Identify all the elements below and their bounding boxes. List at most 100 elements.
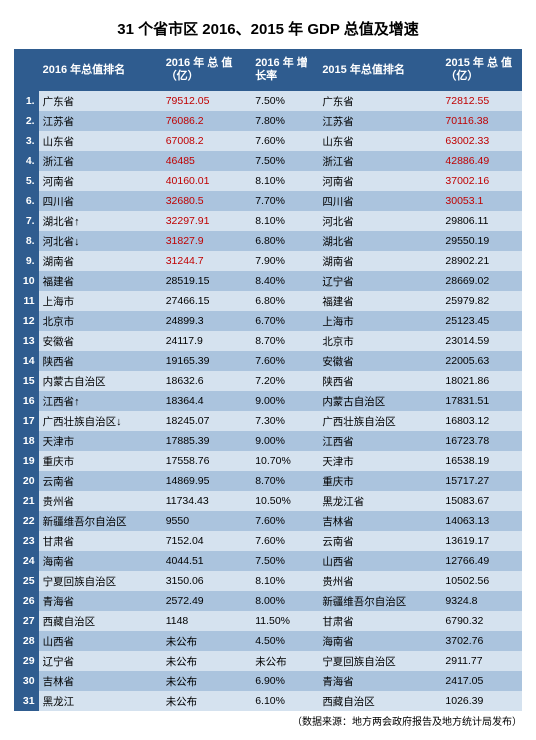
cell-province-2015: 山东省 bbox=[318, 131, 441, 151]
cell-value-2016: 1148 bbox=[162, 611, 252, 631]
cell-value-2015: 28902.21 bbox=[441, 251, 522, 271]
table-row: 30吉林省未公布6.90%青海省2417.05 bbox=[14, 671, 522, 691]
cell-value-2015: 6790.32 bbox=[441, 611, 522, 631]
cell-value-2015: 25123.45 bbox=[441, 311, 522, 331]
cell-value-2016: 28519.15 bbox=[162, 271, 252, 291]
cell-growth-2016: 7.60% bbox=[251, 531, 318, 551]
cell-value-2016: 79512.05 bbox=[162, 91, 252, 111]
table-row: 19重庆市17558.7610.70%天津市16538.19 bbox=[14, 451, 522, 471]
cell-rank: 26 bbox=[14, 591, 39, 611]
cell-growth-2016: 7.50% bbox=[251, 551, 318, 571]
table-row: 24海南省4044.517.50%山西省12766.49 bbox=[14, 551, 522, 571]
cell-growth-2016: 7.50% bbox=[251, 91, 318, 111]
cell-growth-2016: 7.20% bbox=[251, 371, 318, 391]
cell-province-2015: 福建省 bbox=[318, 291, 441, 311]
cell-province-2015: 河南省 bbox=[318, 171, 441, 191]
arrow-up-icon: ↑ bbox=[74, 216, 80, 228]
table-row: 21贵州省11734.4310.50%黑龙江省15083.67 bbox=[14, 491, 522, 511]
cell-province-2015: 江苏省 bbox=[318, 111, 441, 131]
cell-growth-2016: 7.50% bbox=[251, 151, 318, 171]
cell-province-2016: 内蒙古自治区 bbox=[39, 371, 162, 391]
table-row: 25宁夏回族自治区3150.068.10%贵州省10502.56 bbox=[14, 571, 522, 591]
cell-province-2015: 上海市 bbox=[318, 311, 441, 331]
table-header-row: 2016 年总值排名 2016 年 总 值（亿） 2016 年 增 长率 201… bbox=[14, 49, 522, 91]
cell-province-2016: 海南省 bbox=[39, 551, 162, 571]
cell-province-2016: 天津市 bbox=[39, 431, 162, 451]
cell-rank: 30 bbox=[14, 671, 39, 691]
table-row: 8.河北省↓31827.96.80%湖北省29550.19 bbox=[14, 231, 522, 251]
table-row: 22新疆维吾尔自治区95507.60%吉林省14063.13 bbox=[14, 511, 522, 531]
cell-value-2016: 未公布 bbox=[162, 691, 252, 711]
table-row: 4.浙江省464857.50%浙江省42886.49 bbox=[14, 151, 522, 171]
cell-value-2015: 25979.82 bbox=[441, 291, 522, 311]
cell-province-2016: 山东省 bbox=[39, 131, 162, 151]
cell-province-2016: 辽宁省 bbox=[39, 651, 162, 671]
cell-growth-2016: 7.60% bbox=[251, 511, 318, 531]
cell-value-2015: 13619.17 bbox=[441, 531, 522, 551]
cell-province-2016: 云南省 bbox=[39, 471, 162, 491]
cell-growth-2016: 4.50% bbox=[251, 631, 318, 651]
table-row: 20云南省14869.958.70%重庆市15717.27 bbox=[14, 471, 522, 491]
cell-province-2015: 宁夏回族自治区 bbox=[318, 651, 441, 671]
arrow-up-icon: ↑ bbox=[74, 396, 80, 408]
cell-value-2015: 15717.27 bbox=[441, 471, 522, 491]
cell-rank: 23 bbox=[14, 531, 39, 551]
cell-growth-2016: 8.10% bbox=[251, 211, 318, 231]
cell-growth-2016: 8.10% bbox=[251, 571, 318, 591]
cell-value-2016: 24117.9 bbox=[162, 331, 252, 351]
cell-value-2015: 9324.8 bbox=[441, 591, 522, 611]
cell-value-2015: 63002.33 bbox=[441, 131, 522, 151]
table-row: 9.湖南省31244.77.90%湖南省28902.21 bbox=[14, 251, 522, 271]
cell-value-2016: 27466.15 bbox=[162, 291, 252, 311]
cell-value-2015: 37002.16 bbox=[441, 171, 522, 191]
cell-value-2015: 70116.38 bbox=[441, 111, 522, 131]
table-row: 31黑龙江未公布6.10%西藏自治区1026.39 bbox=[14, 691, 522, 711]
cell-growth-2016: 6.70% bbox=[251, 311, 318, 331]
table-row: 12北京市24899.36.70%上海市25123.45 bbox=[14, 311, 522, 331]
cell-growth-2016: 7.30% bbox=[251, 411, 318, 431]
cell-value-2015: 2417.05 bbox=[441, 671, 522, 691]
cell-value-2016: 未公布 bbox=[162, 651, 252, 671]
cell-growth-2016: 未公布 bbox=[251, 651, 318, 671]
cell-value-2016: 32680.5 bbox=[162, 191, 252, 211]
cell-province-2015: 海南省 bbox=[318, 631, 441, 651]
cell-province-2016: 安徽省 bbox=[39, 331, 162, 351]
cell-province-2015: 吉林省 bbox=[318, 511, 441, 531]
cell-province-2015: 广东省 bbox=[318, 91, 441, 111]
cell-province-2016: 青海省 bbox=[39, 591, 162, 611]
cell-province-2016: 甘肃省 bbox=[39, 531, 162, 551]
cell-value-2015: 29550.19 bbox=[441, 231, 522, 251]
gdp-table: 2016 年总值排名 2016 年 总 值（亿） 2016 年 增 长率 201… bbox=[14, 49, 522, 711]
cell-province-2015: 河北省 bbox=[318, 211, 441, 231]
cell-province-2016: 河南省 bbox=[39, 171, 162, 191]
cell-value-2016: 24899.3 bbox=[162, 311, 252, 331]
cell-value-2015: 12766.49 bbox=[441, 551, 522, 571]
cell-province-2016: 江西省↑ bbox=[39, 391, 162, 411]
cell-province-2015: 北京市 bbox=[318, 331, 441, 351]
cell-province-2015: 广西壮族自治区 bbox=[318, 411, 441, 431]
table-row: 17广西壮族自治区↓18245.077.30%广西壮族自治区16803.12 bbox=[14, 411, 522, 431]
cell-value-2015: 1026.39 bbox=[441, 691, 522, 711]
table-row: 26青海省2572.498.00%新疆维吾尔自治区9324.8 bbox=[14, 591, 522, 611]
table-row: 1.广东省79512.057.50%广东省72812.55 bbox=[14, 91, 522, 111]
cell-value-2015: 16723.78 bbox=[441, 431, 522, 451]
table-row: 7.湖北省↑32297.918.10%河北省29806.11 bbox=[14, 211, 522, 231]
cell-province-2016: 河北省↓ bbox=[39, 231, 162, 251]
cell-rank: 20 bbox=[14, 471, 39, 491]
cell-province-2015: 辽宁省 bbox=[318, 271, 441, 291]
cell-value-2016: 31827.9 bbox=[162, 231, 252, 251]
cell-rank: 22 bbox=[14, 511, 39, 531]
col-rank bbox=[14, 49, 39, 91]
cell-rank: 14 bbox=[14, 351, 39, 371]
cell-value-2016: 未公布 bbox=[162, 631, 252, 651]
cell-value-2016: 31244.7 bbox=[162, 251, 252, 271]
table-row: 14陕西省19165.397.60%安徽省22005.63 bbox=[14, 351, 522, 371]
cell-province-2016: 湖南省 bbox=[39, 251, 162, 271]
cell-value-2016: 18632.6 bbox=[162, 371, 252, 391]
cell-province-2016: 宁夏回族自治区 bbox=[39, 571, 162, 591]
cell-rank: 19 bbox=[14, 451, 39, 471]
cell-growth-2016: 7.80% bbox=[251, 111, 318, 131]
cell-province-2016: 浙江省 bbox=[39, 151, 162, 171]
cell-rank: 16 bbox=[14, 391, 39, 411]
cell-growth-2016: 6.10% bbox=[251, 691, 318, 711]
